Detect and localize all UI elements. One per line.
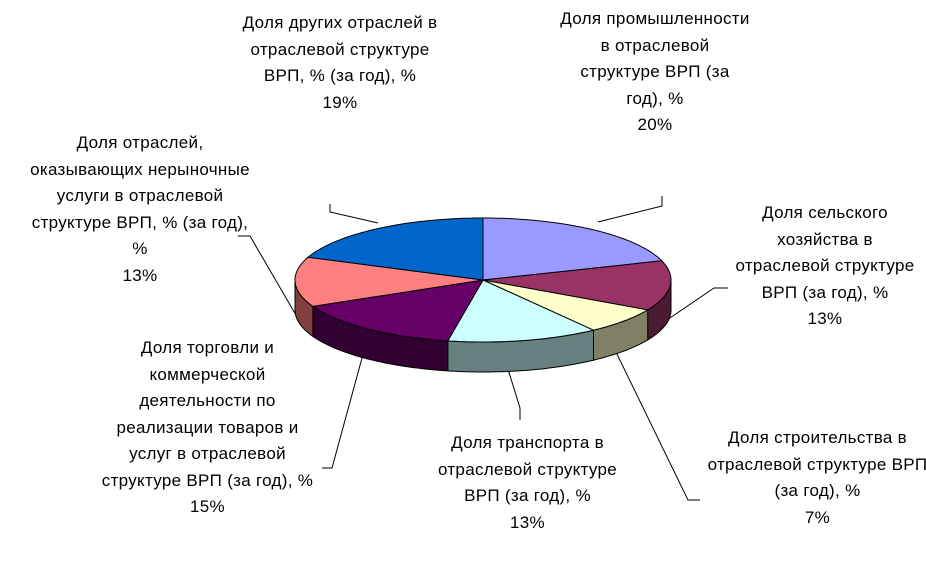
leader-line	[322, 357, 363, 469]
pie-slice	[482, 217, 663, 281]
category-label: Доля других отраслей в отраслевой структ…	[242, 13, 438, 85]
pie-slice	[311, 279, 484, 342]
category-label: Доля транспорта в отраслевой структуре В…	[437, 433, 618, 505]
category-label: Доля строительства в отраслевой структур…	[707, 428, 926, 500]
value-label: 20%	[637, 115, 673, 134]
slice-label: Доля транспорта в отраслевой структуре В…	[420, 430, 635, 536]
category-label: Доля торговли и коммерческой деятельност…	[101, 338, 314, 490]
pie-slice	[482, 279, 650, 331]
pie-slice	[446, 279, 596, 343]
slice-label: Доля сельского хозяйства в отраслевой ст…	[735, 200, 915, 333]
slice-label: Доля строительства в отраслевой структур…	[705, 425, 926, 531]
slice-label: Доля промышленности в отраслевой структу…	[560, 6, 750, 139]
category-label: Доля сельского хозяйства в отраслевой ст…	[735, 203, 915, 302]
leader-line	[329, 204, 379, 224]
value-label: 13%	[122, 265, 158, 285]
value-label: 13%	[510, 512, 545, 532]
leader-line	[597, 196, 663, 223]
pie-slice	[307, 217, 484, 281]
leader-line	[506, 365, 521, 420]
pie-slice	[294, 256, 484, 307]
value-label: 7%	[804, 507, 831, 527]
leader-line	[663, 287, 728, 323]
slice-label: Доля других отраслей в отраслевой структ…	[240, 10, 440, 116]
pie-tops	[294, 217, 672, 343]
category-label: Доля промышленности в отраслевой структу…	[560, 9, 750, 108]
pie-slice	[482, 260, 672, 311]
value-label: 19%	[322, 92, 358, 112]
leader-line	[614, 349, 700, 501]
slice-label: Доля торговли и коммерческой деятельност…	[95, 335, 320, 521]
value-label: 15%	[190, 497, 225, 516]
leader-lines	[238, 196, 728, 501]
value-label: 13%	[807, 309, 843, 328]
category-label: Доля отраслей, оказывающих нерыночные ус…	[30, 133, 250, 258]
leader-line	[238, 235, 301, 323]
slice-label: Доля отраслей, оказывающих нерыночные ус…	[30, 130, 250, 289]
